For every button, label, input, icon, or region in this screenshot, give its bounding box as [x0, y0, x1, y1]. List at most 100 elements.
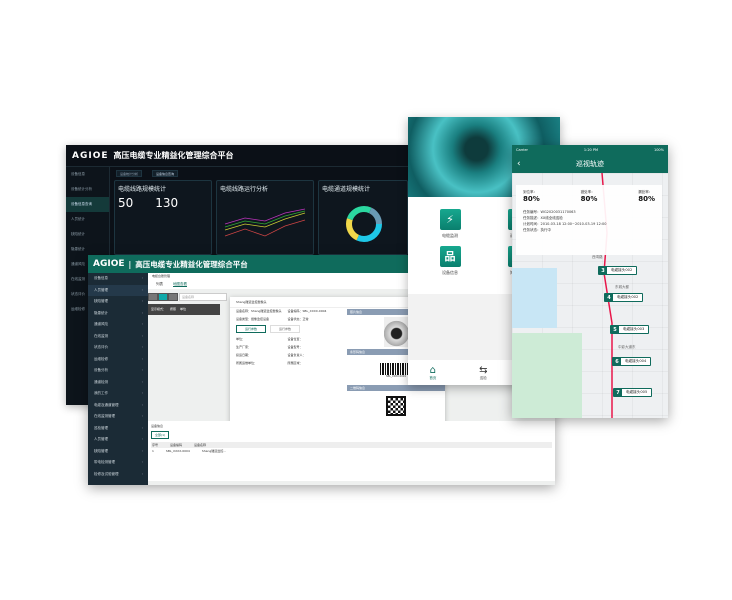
sidebar-item[interactable]: 人员统计: [71, 217, 85, 221]
select-icon[interactable]: [159, 294, 167, 300]
stat-error: 错处率： 80%: [581, 190, 598, 203]
map-label: 东城大都: [615, 285, 629, 289]
marker-label: 电缆接头002: [613, 294, 643, 301]
sidebar-item[interactable]: 带电检测管理: [88, 457, 148, 469]
tab-map[interactable]: 地图查看: [173, 282, 187, 287]
donut-chart: [346, 206, 382, 242]
dashboard-header: AGIOE 高压电缆专业精益化管理综合平台: [66, 145, 410, 167]
stat-value: 80%: [638, 195, 655, 203]
radio-option[interactable]: 按照: [170, 307, 177, 311]
sidebar-item[interactable]: 在线监测: [88, 331, 148, 343]
sidebar-item[interactable]: 通道检测: [88, 377, 148, 389]
logo: AGIOE: [72, 150, 109, 161]
lightning-icon: ⚡: [439, 209, 461, 230]
sidebar-item[interactable]: 设备信息: [88, 273, 148, 285]
water-area: [512, 268, 557, 328]
nav-label: 巡检: [479, 375, 487, 380]
sidebar-item[interactable]: 人员管理: [88, 284, 148, 296]
route-marker[interactable]: 5 电缆接头003: [610, 325, 650, 334]
breadcrumb: 电缆台账管理: [148, 273, 555, 280]
home-icon: ⌂: [429, 364, 437, 376]
grid-label: 设备信息: [442, 269, 458, 275]
sidebar-item[interactable]: 状态评价: [88, 342, 148, 354]
tab[interactable]: 设备统计分析: [116, 170, 143, 177]
field: 设备名称：Shang隧道监控摄像头: [236, 309, 282, 313]
field-row: 设备类型：摄像监控设备 设备状态：正常: [230, 315, 345, 323]
sidebar-item[interactable]: 设备信息: [71, 172, 85, 176]
panel-line-analysis: 电缆线路运行分析: [216, 180, 314, 255]
field: 投运日期：: [236, 353, 252, 357]
route-marker[interactable]: 7 电缆接头005: [613, 388, 653, 397]
radio-option[interactable]: 单位: [180, 307, 187, 311]
param-button[interactable]: 运行参数: [236, 325, 266, 333]
display-mode-label: 显示模式：: [151, 307, 167, 311]
sidebar-item[interactable]: 状态评价: [71, 292, 85, 296]
table-row[interactable]: 1 SBL_XXXX-0004 Shang隧道监控...: [151, 448, 552, 454]
display-mode: 显示模式： 按照 单位: [148, 304, 220, 315]
marker-label: 电缆接头005: [622, 389, 652, 396]
map-toolbar: [148, 293, 178, 301]
marker-label: 电缆接头004: [621, 358, 651, 365]
edit-icon[interactable]: [149, 294, 157, 300]
stat-value: 50: [118, 196, 134, 210]
stat-label: 到位率：: [523, 190, 537, 194]
route-marker[interactable]: 4 电缆接头002: [604, 293, 644, 302]
filter-all[interactable]: 全部(1): [151, 431, 170, 439]
field: 设备状态：正常: [287, 317, 309, 321]
sidebar-item[interactable]: 隐患统计: [71, 247, 85, 251]
sidebar-item[interactable]: 电缆及通道管理: [88, 400, 148, 412]
field: 生产厂家：: [236, 345, 252, 349]
sidebar-item[interactable]: 设备信息查询: [66, 197, 109, 212]
sidebar-item[interactable]: 设备统计分析: [71, 187, 92, 191]
field-row: 单位： 设备位置：: [230, 335, 345, 343]
grid-label: 电缆监测: [442, 233, 458, 238]
qr-code: [386, 396, 406, 416]
col-header: 序号: [152, 443, 159, 447]
sidebar-item[interactable]: 巡检管理: [88, 423, 148, 435]
stat-miss: 漏处率： 80%: [638, 190, 655, 203]
marker-number: 5: [613, 326, 617, 333]
back-icon[interactable]: ‹: [517, 158, 521, 169]
field-row: 所属运维单位： 所属区域：: [230, 359, 345, 367]
carrier: Carrier: [516, 147, 528, 152]
search-input[interactable]: 设备名称: [179, 293, 227, 301]
sidebar-item[interactable]: 我的工作: [88, 388, 148, 400]
sidebar-item[interactable]: 缺陷管理: [88, 296, 148, 308]
sidebar-item[interactable]: 运维检修: [71, 307, 85, 311]
nav-home[interactable]: ⌂ 首页: [429, 365, 436, 381]
layer-icon[interactable]: [169, 294, 177, 300]
sidebar-item[interactable]: 运维检修: [88, 354, 148, 366]
sidebar-item[interactable]: 缺陷统计: [71, 232, 85, 236]
sidebar-item[interactable]: 通道风险: [88, 319, 148, 331]
tab[interactable]: 设备信息查询: [152, 170, 179, 177]
param-button[interactable]: 运行参数: [270, 325, 300, 333]
panel-line-scale: 电缆线路规模统计 50 130: [114, 180, 212, 255]
sidebar-item[interactable]: 人员管理: [88, 434, 148, 446]
nav-inspect[interactable]: ⇆ 巡检: [479, 365, 487, 381]
grid-item-device-info[interactable]: 品设备信息: [416, 245, 484, 283]
tab-list[interactable]: 列表: [156, 282, 163, 286]
route-marker[interactable]: 3 电缆接头002: [598, 266, 638, 275]
field: 设备编码：SBL_XXXX-0004: [287, 309, 327, 313]
task-status: 任务状态：执行中: [523, 228, 551, 232]
sidebar-item[interactable]: 缺陷管理: [88, 446, 148, 458]
sidebar-item[interactable]: 设备分析: [88, 365, 148, 377]
panel-title: 电缆线路规模统计: [118, 186, 167, 193]
route-marker[interactable]: 6 电缆接头004: [612, 357, 652, 366]
sidebar-item[interactable]: 在线监测: [71, 277, 85, 281]
list-title: 设备信息: [151, 424, 164, 428]
sidebar-item[interactable]: 通道风险: [71, 262, 85, 266]
network-icon: 品: [439, 245, 461, 267]
sidebar-item[interactable]: 检修及试验管理: [88, 469, 148, 481]
stat-value: 80%: [580, 195, 598, 203]
nav-label: 首页: [429, 375, 437, 380]
mobile-patrol-track: Carrier 1:20 PM 100% ‹ 巡视轨迹 东城大都 中影大道东 西湾路 …: [512, 145, 668, 418]
panel-title: 电缆线路运行分析: [220, 186, 269, 193]
panel-channel-scale: 电缆通道规模统计: [318, 180, 408, 255]
grid-item-cable-monitor[interactable]: ⚡ 电缆监测: [416, 209, 484, 246]
sidebar-item[interactable]: 隐患统计: [88, 308, 148, 320]
sidebar-item[interactable]: 在线监测管理: [88, 411, 148, 423]
platform-window: AGIOE|高压电缆专业精益化管理综合平台 设备信息人员管理缺陷管理隐患统计通道…: [88, 255, 555, 485]
park-area: [512, 333, 582, 418]
task-time: 计划时间：2010-03-18 12:00~2010-03-19 12:00: [523, 222, 607, 226]
